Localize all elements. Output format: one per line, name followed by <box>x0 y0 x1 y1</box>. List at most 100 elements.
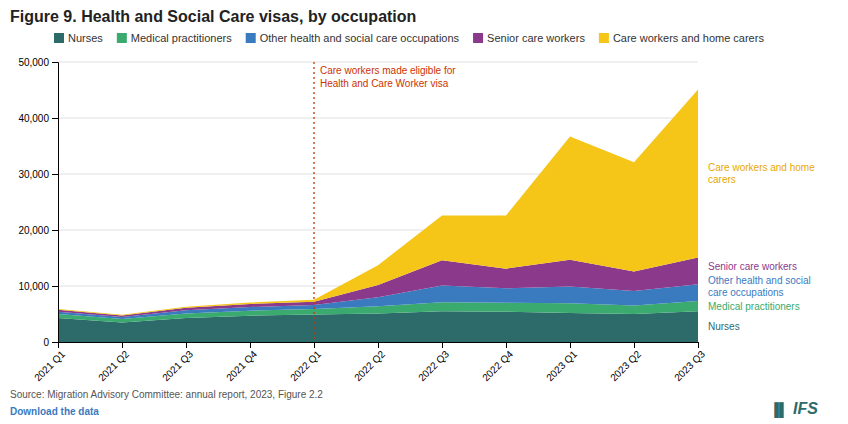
annotation-line-text: Health and Care Worker visa <box>320 78 449 89</box>
grid-line <box>58 62 698 63</box>
chart: Figure 9. Health and Social Care visas, … <box>0 0 848 424</box>
x-tick-mark <box>634 342 635 348</box>
direct-label-line: carers <box>708 174 736 185</box>
x-tick-mark <box>250 342 251 348</box>
x-tick-mark <box>698 342 699 348</box>
legend-label: Care workers and home carers <box>613 32 765 44</box>
x-tick-label: 2023 Q1 <box>544 348 579 383</box>
x-tick-label: 2022 Q2 <box>352 348 387 383</box>
x-tick-label: 2021 Q1 <box>32 348 67 383</box>
x-tick-mark <box>442 342 443 348</box>
x-tick-label: 2021 Q2 <box>96 348 131 383</box>
direct-label: Other health and socialcare occupations <box>708 275 811 298</box>
plot: 010,00020,00030,00040,00050,0002021 Q120… <box>18 57 815 384</box>
direct-label: Care workers and homecarers <box>708 162 815 185</box>
title: Figure 9. Health and Social Care visas, … <box>10 8 416 25</box>
logo: IFS <box>793 400 818 417</box>
legend-label: Senior care workers <box>487 32 585 44</box>
y-tick-mark <box>52 230 58 231</box>
x-tick-label: 2023 Q2 <box>608 348 643 383</box>
x-tick-mark <box>314 342 315 348</box>
legend-item: Senior care workers <box>473 32 585 44</box>
x-axis-line <box>59 343 699 349</box>
source: Source: Migration Advisory Committee: an… <box>10 389 323 400</box>
x-tick-mark <box>570 342 571 348</box>
direct-label-line: care occupations <box>708 287 784 298</box>
legend-swatch <box>246 33 256 43</box>
annotation-line <box>313 62 314 342</box>
y-tick: 40,000 <box>18 113 58 124</box>
legend-swatch <box>117 33 127 43</box>
x-tick: 2021 Q4 <box>224 342 259 383</box>
direct-label: Senior care workers <box>708 261 797 272</box>
x-tick: 2023 Q2 <box>608 342 643 383</box>
x-tick-label: 2021 Q4 <box>224 348 259 383</box>
direct-labels: Nurses Medical practitioners Other health … <box>708 162 815 332</box>
legend-item: Care workers and home carers <box>599 32 765 44</box>
x-tick: 2021 Q2 <box>96 342 131 383</box>
x-tick-label: 2023 Q3 <box>672 348 707 383</box>
direct-label-line: Other health and social <box>708 275 811 286</box>
logo-icon: ▐▌ <box>770 402 788 418</box>
x-tick-mark <box>58 342 59 348</box>
x-axis: 2021 Q1 2021 Q2 2021 Q3 2021 Q4 2022 Q1 2022 … <box>32 342 707 383</box>
grid-line <box>58 118 698 119</box>
legend-label: Medical practitioners <box>131 32 232 44</box>
x-tick: 2022 Q4 <box>480 342 515 383</box>
y-tick-label: 0 <box>43 337 49 348</box>
direct-label-line: Medical practitioners <box>708 301 800 312</box>
x-tick-mark <box>506 342 507 348</box>
direct-label: Nurses <box>708 321 740 332</box>
y-tick-mark <box>52 174 58 175</box>
y-tick-label: 40,000 <box>18 113 49 124</box>
x-tick: 2023 Q1 <box>544 342 579 383</box>
direct-label: Medical practitioners <box>708 301 800 312</box>
annotation-text: Care workers made eligible for Health and… <box>320 65 456 89</box>
legend-swatch <box>54 33 64 43</box>
legend-item: Medical practitioners <box>117 32 232 44</box>
y-tick-mark <box>52 118 58 119</box>
legend-item: Nurses <box>54 32 103 44</box>
area <box>58 89 698 315</box>
annotation-line-text: Care workers made eligible for <box>320 65 456 76</box>
x-tick: 2021 Q1 <box>32 342 67 383</box>
y-tick: 0 <box>43 337 58 348</box>
y-tick-label: 20,000 <box>18 225 49 236</box>
x-tick-label: 2022 Q4 <box>480 348 515 383</box>
y-tick: 30,000 <box>18 169 58 180</box>
download-link: Download the data <box>10 406 99 417</box>
legend-label: Nurses <box>68 32 103 44</box>
direct-label-line: Nurses <box>708 321 740 332</box>
legend-swatch <box>599 33 609 43</box>
x-tick: 2021 Q3 <box>160 342 195 383</box>
x-tick-mark <box>186 342 187 348</box>
x-tick: 2022 Q2 <box>352 342 387 383</box>
x-tick: 2023 Q3 <box>672 342 707 383</box>
y-tick: 50,000 <box>18 57 58 68</box>
legend-label: Other health and social care occupations <box>260 32 460 44</box>
legend-swatch <box>473 33 483 43</box>
x-tick-mark <box>122 342 123 348</box>
y-tick-label: 30,000 <box>18 169 49 180</box>
y-tick-mark <box>52 286 58 287</box>
direct-label-line: Care workers and home <box>708 162 815 173</box>
y-tick: 20,000 <box>18 225 58 236</box>
y-tick-mark <box>52 342 58 343</box>
x-tick: 2022 Q3 <box>416 342 451 383</box>
areas <box>58 89 698 342</box>
grid <box>58 62 698 342</box>
direct-label-line: Senior care workers <box>708 261 797 272</box>
y-axis-line <box>52 63 59 343</box>
x-tick: 2022 Q1 <box>288 342 323 383</box>
x-tick-label: 2022 Q3 <box>416 348 451 383</box>
y-axis: 0 10,000 20,000 30,000 40,000 50,000 <box>18 57 58 348</box>
legend: Nurses Medical practitioners Other health … <box>54 32 764 44</box>
x-tick-mark <box>378 342 379 348</box>
y-tick: 10,000 <box>18 281 58 292</box>
y-tick-label: 50,000 <box>18 57 49 68</box>
y-tick-mark <box>52 62 58 63</box>
x-tick-label: 2022 Q1 <box>288 348 323 383</box>
y-tick-label: 10,000 <box>18 281 49 292</box>
x-tick-label: 2021 Q3 <box>160 348 195 383</box>
legend-item: Other health and social care occupations <box>246 32 460 44</box>
